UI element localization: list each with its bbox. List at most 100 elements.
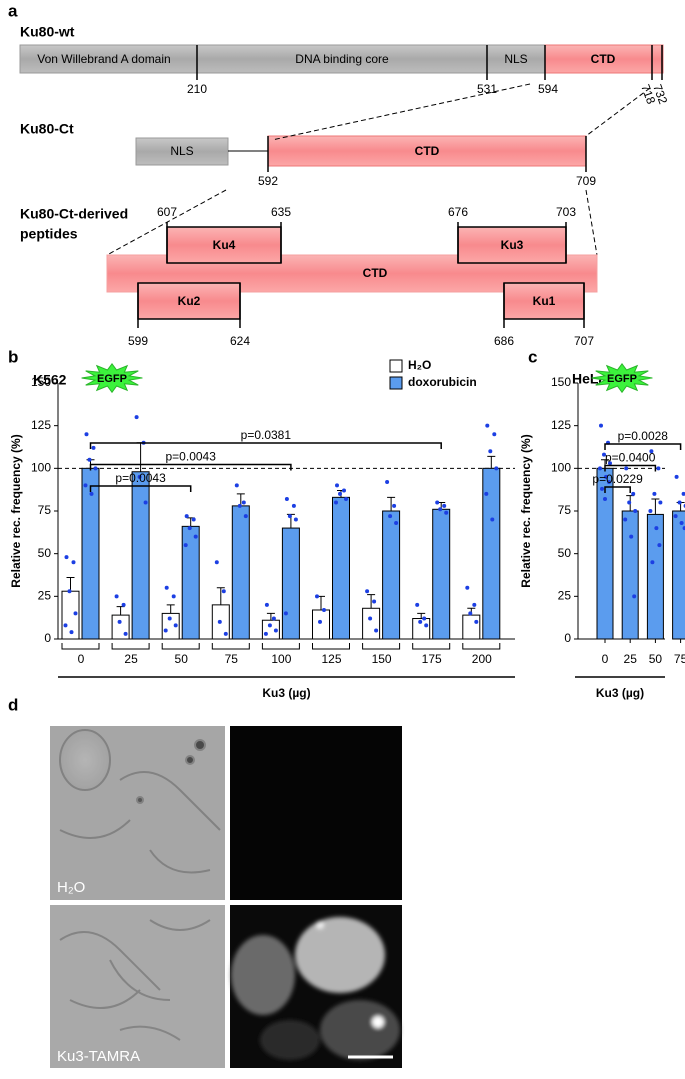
domain-label: Von Willebrand A domain [37,52,170,66]
data-point [677,500,682,505]
y-tick-label: 25 [38,589,52,603]
peptide-boxes [137,222,585,328]
x-tick-label: 25 [624,652,638,666]
legend-swatch [389,359,403,373]
data-point [422,616,427,621]
data-point [600,486,604,491]
data-point [69,630,74,635]
error-bar [216,587,225,605]
y-tick-label: 0 [564,631,571,645]
bar [362,607,381,640]
y-tick-label: 50 [558,546,572,560]
data-point [334,500,338,505]
reporter-star [81,362,143,394]
position: 594 [538,82,558,96]
data-point [67,589,72,594]
x-tick-label: 75 [225,652,239,666]
y-tick-label: 100 [31,461,51,475]
domain-label: CTD [363,266,388,280]
data-point [87,457,92,462]
data-point [73,611,78,616]
domain-label: DNA binding core [295,52,389,66]
ctd-domain [267,135,587,167]
data-point [187,526,192,531]
data-point [223,631,228,636]
data-point [143,500,148,505]
position: 718 [638,82,658,106]
category-bracket [312,643,350,650]
data-point [193,534,198,539]
fluorescence-image [230,726,402,900]
data-point [492,432,497,437]
data-point [64,555,69,560]
fluorescent-cells [231,917,400,1060]
data-point [271,616,276,621]
domain-diagram: a Ku80-wt Von Willebrand A domain DNA bi… [8,1,670,348]
category-bracket [462,643,501,650]
p-value: p=0.0043 [166,450,217,464]
position: 607 [157,205,177,219]
data-point [388,514,393,519]
p-value: p=0.0229 [592,472,643,486]
data-point [633,509,638,513]
data-point [284,497,289,502]
data-point [623,517,628,522]
data-point [438,507,443,512]
construct-name: Ku80-Ct [20,121,74,137]
data-point [243,514,248,519]
category-bracket [111,643,150,650]
cell-outlines [59,729,221,874]
data-point [114,594,119,599]
cell-line: HeLa [572,371,606,387]
data-point [485,423,490,428]
data-point [608,461,612,466]
data-point [424,623,429,628]
data-point [63,623,68,628]
data-point [214,560,219,565]
data-point [652,491,657,496]
error-bar [417,612,426,619]
x-tick-label: 50 [649,652,663,666]
data-point [674,474,679,479]
data-point [365,589,370,594]
data-point [415,602,420,607]
error-bar [487,455,496,469]
bar [432,508,451,640]
significance-bracket [89,485,192,492]
bar-chart: c HeLa EGFP 0 25 50 75 100 125 150 Relative rec. f… [519,347,685,700]
bar [462,614,481,640]
bar [131,471,150,640]
data-point [472,602,477,607]
error-bar [387,496,396,511]
data-point [372,599,377,604]
legend-label: doxorubicin [408,375,477,389]
position: 531 [477,82,497,96]
data-point [603,497,607,502]
error-bar [116,606,125,616]
gray-domain [19,44,546,74]
data-point [442,503,447,508]
data-point [484,491,489,496]
p-value: p=0.0381 [241,428,292,442]
position: 709 [576,174,596,188]
y-tick-label: 150 [551,375,571,389]
x-tick-label: 200 [472,652,492,666]
y-tick-label: 150 [31,375,51,389]
significance-bracket [604,464,657,472]
y-tick-label: 125 [551,418,571,432]
data-point [83,483,88,488]
data-point [241,500,246,505]
data-point [468,611,473,616]
y-tick-label: 75 [558,503,572,517]
x-tick-label: 100 [271,652,291,666]
y-axis-label: Relative rec. frequency (%) [9,434,23,587]
construct-name: Ku80-wt [20,24,75,40]
p-value: p=0.0043 [115,471,166,485]
cell-outlines [59,919,211,1041]
category-bracket [362,643,401,650]
x-axis-label: Ku3 (µg) [262,686,310,700]
data-point [217,619,222,624]
category-bracket [261,643,300,650]
data-point [631,491,636,496]
